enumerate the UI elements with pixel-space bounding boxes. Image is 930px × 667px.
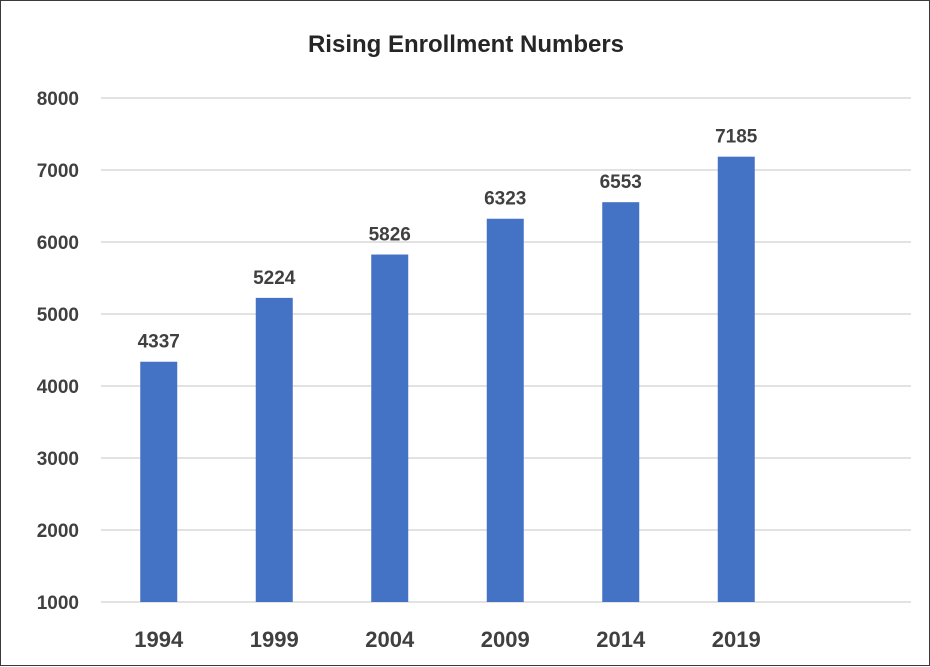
bar [717, 156, 755, 602]
data-label: 5224 [253, 268, 296, 289]
data-label: 6553 [600, 172, 642, 193]
y-tick-label: 7000 [37, 161, 79, 182]
x-tick-label: 2019 [712, 627, 761, 652]
data-label: 4337 [138, 332, 180, 353]
bar [140, 361, 178, 602]
y-axis-ticks: 1000 2000 3000 4000 5000 6000 7000 8000 [37, 89, 79, 614]
y-tick-label: 1000 [37, 593, 79, 614]
data-label: 6323 [484, 189, 526, 210]
bar [371, 254, 409, 602]
x-tick-label: 1994 [134, 627, 184, 652]
data-label: 7185 [715, 127, 758, 148]
x-tick-label: 2009 [481, 627, 530, 652]
y-tick-label: 6000 [37, 233, 79, 254]
chart-title: Rising Enrollment Numbers [307, 31, 625, 58]
data-label: 5826 [369, 225, 411, 246]
y-tick-label: 3000 [37, 449, 79, 470]
bars [140, 156, 755, 602]
x-tick-label: 2014 [596, 627, 646, 652]
y-tick-label: 4000 [37, 377, 79, 398]
data-labels: 4337 5224 5826 6323 6553 7185 [138, 127, 758, 353]
y-tick-label: 2000 [37, 521, 79, 542]
x-axis-ticks: 1994 1999 2004 2009 2014 2019 [134, 627, 760, 652]
x-tick-label: 1999 [250, 627, 299, 652]
y-tick-label: 8000 [37, 89, 79, 110]
x-tick-label: 2004 [365, 627, 415, 652]
bar [255, 297, 293, 602]
bar [486, 218, 524, 602]
bar [602, 202, 640, 602]
y-tick-label: 5000 [37, 305, 79, 326]
